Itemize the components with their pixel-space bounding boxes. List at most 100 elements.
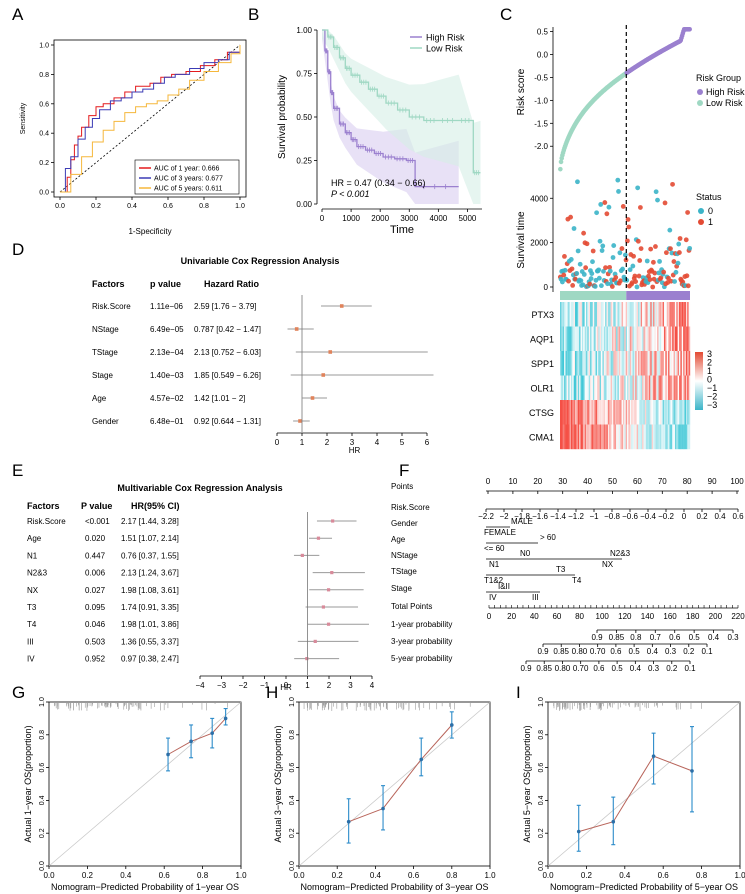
- heatmap-cell: [643, 424, 646, 450]
- heatmap-cell: [685, 351, 688, 376]
- survival-time-point: [611, 243, 617, 248]
- survival-time-point: [637, 205, 643, 210]
- heatmap-cell: [659, 375, 662, 401]
- heatmap-cell: [665, 375, 667, 401]
- heatmap-cell: [606, 302, 609, 327]
- heatmap-cell: [627, 326, 629, 352]
- multivariable-xtick-label: −4: [195, 681, 205, 690]
- heatmap-cell: [566, 424, 569, 450]
- multivariable-hr-text: 0.76 [0.37, 1.55]: [121, 551, 179, 560]
- calibration-ytick-label: 0.0: [39, 861, 46, 871]
- nomogram-prob3-tick-label: 0.85: [553, 647, 569, 656]
- calibration-frame: [298, 701, 491, 867]
- nomogram-prob5-tick-label: 0.2: [666, 664, 678, 673]
- heatmap-cell: [639, 400, 641, 425]
- heatmap-cell: [575, 424, 577, 450]
- risk-ytick-label: -1.0: [534, 96, 548, 105]
- roc-legend-label: AUC of 1 year: 0.666: [154, 166, 219, 173]
- heatmap-cell: [627, 400, 629, 425]
- calibration-ytick-label: 1.0: [289, 697, 296, 707]
- heatmap-cell: [590, 326, 592, 352]
- multivariable-pvalue: <0.001: [85, 517, 110, 526]
- heatmap-cell: [687, 424, 689, 450]
- heatmap-cell: [599, 375, 602, 401]
- heatmap-cell: [565, 375, 568, 401]
- heatmap-cell: [684, 351, 687, 376]
- status-legend-label: 1: [708, 217, 713, 227]
- heatmap-cell: [635, 302, 637, 327]
- survival-time-point: [583, 265, 589, 271]
- heatmap-cell: [632, 424, 635, 450]
- survival-time-point: [684, 273, 690, 279]
- heatmap-cell: [632, 326, 635, 352]
- heatmap-cell: [632, 302, 635, 327]
- heat-scale-label: −1: [707, 383, 717, 393]
- nomogram-points-label: 40: [583, 477, 592, 486]
- km-hr-annotation: HR = 0.47 (0.34 − 0.66): [331, 178, 426, 188]
- calibration-ytick-label: 0.2: [39, 828, 46, 838]
- heatmap-cell: [635, 375, 637, 401]
- heatmap-cell: [596, 400, 599, 425]
- heatmap-gene-label: SPP1: [531, 359, 554, 369]
- calibration-ytick-label: 0.0: [289, 861, 296, 871]
- heatmap-cell: [629, 351, 632, 376]
- heatmap-cell: [632, 351, 635, 376]
- heatmap-cell: [580, 375, 583, 401]
- nomogram-points-label: 10: [508, 477, 517, 486]
- heatmap-cell: [642, 424, 644, 450]
- heatmap-cell: [577, 302, 580, 327]
- heatmap-cell: [599, 351, 602, 376]
- heatmap-cell: [625, 302, 628, 327]
- heatmap-cell: [676, 400, 678, 425]
- heatmap-cell: [592, 351, 595, 376]
- univariable-pvalue: 1.40e−03: [150, 371, 184, 380]
- calibration-point: [576, 829, 581, 834]
- heatmap-cell: [631, 400, 633, 425]
- multivariable-hr-text: 1.98 [1.01, 3.86]: [121, 620, 179, 629]
- multivariable-header-hr: HR(95% CI): [131, 501, 180, 511]
- heatmap-cell: [584, 400, 587, 425]
- calibration-point: [166, 752, 170, 757]
- heatmap-cell: [679, 351, 681, 376]
- heatmap-cell: [581, 375, 584, 401]
- heatmap-cell: [570, 326, 573, 352]
- heatmap-cell: [668, 400, 670, 425]
- heatmap-cell: [672, 424, 674, 450]
- univariable-xlabel: HR: [349, 446, 361, 455]
- heatmap-cell: [638, 375, 640, 401]
- univariable-xtick-label: 1: [300, 438, 305, 447]
- heatmap-cell: [679, 326, 681, 352]
- univariable-header-factors: Factors: [92, 279, 125, 289]
- heatmap-cell: [684, 424, 687, 450]
- heatmap-cell: [668, 424, 670, 450]
- heatmap-gene-label: PTX3: [531, 310, 554, 320]
- nomogram-prob3-tick-label: 0.6: [610, 647, 622, 656]
- heatmap-cell: [688, 351, 691, 376]
- heatmap-cell: [683, 400, 685, 425]
- heatmap-cell: [654, 302, 656, 327]
- heatmap-cell: [631, 326, 633, 352]
- calibration-ytick-label: 0.4: [39, 795, 46, 805]
- nomogram-total-label: 180: [686, 612, 700, 621]
- heatmap-cell: [650, 351, 652, 376]
- heatmap-cell: [572, 375, 574, 401]
- heatmap-cell: [677, 351, 680, 376]
- nomogram-total-label: 220: [731, 612, 745, 621]
- heatmap-cell: [594, 326, 596, 352]
- heatmap-cell: [566, 400, 569, 425]
- status-legend-dot: [698, 219, 704, 225]
- heatmap-cell: [647, 326, 650, 352]
- heatmap-cell: [654, 375, 656, 401]
- heatmap-cell: [685, 302, 688, 327]
- heatmap-cell: [586, 400, 588, 425]
- heatmap-cell: [662, 351, 665, 376]
- heatmap-cell: [659, 424, 662, 450]
- roc-ytick-label: 0.0: [39, 190, 49, 197]
- heatmap-cell: [681, 424, 684, 450]
- heatmap-cell: [568, 326, 570, 352]
- heatmap-cell: [612, 326, 614, 352]
- heatmap-cell: [599, 302, 602, 327]
- survival-time-point: [575, 179, 580, 185]
- heatmap-cell: [591, 400, 594, 425]
- heatmap-cell: [584, 302, 587, 327]
